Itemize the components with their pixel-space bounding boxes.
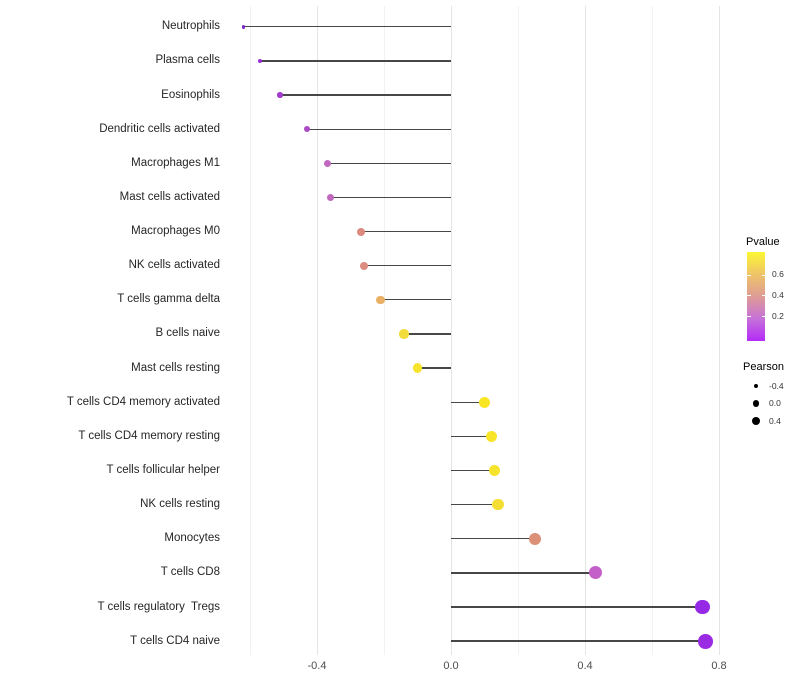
gridline-major <box>316 6 318 655</box>
lollipop-dot <box>241 25 246 29</box>
pearson-legend-dot <box>752 400 760 407</box>
pearson-legend-dot <box>753 383 759 389</box>
gridline-minor <box>249 6 251 655</box>
colorbar-tick <box>761 316 765 318</box>
x-tick-label: 0.8 <box>711 660 727 672</box>
lollipop-stem <box>243 26 451 28</box>
lollipop-dot <box>359 261 368 270</box>
y-axis-label: T cells CD4 memory resting <box>78 429 220 442</box>
y-axis-label: Neutrophils <box>161 20 220 33</box>
lollipop-stem <box>451 606 703 608</box>
lollipop-stem <box>417 367 451 369</box>
y-axis-label: NK cells resting <box>140 498 220 511</box>
pearson-legend-label: 0.0 <box>769 398 781 409</box>
lollipop-dot <box>277 92 283 98</box>
lollipop-stem <box>306 128 451 130</box>
colorbar-tick-label: 0.4 <box>772 289 784 300</box>
gridline-major <box>718 6 720 655</box>
y-axis-label: Eosinophils <box>161 88 220 101</box>
lollipop-dot <box>698 633 713 649</box>
pvalue-colorbar <box>747 252 765 341</box>
gridline-minor <box>651 6 653 655</box>
lollipop-stem <box>451 469 495 472</box>
lollipop-dot <box>326 193 334 202</box>
pvalue-legend-title: Pvalue <box>746 236 780 248</box>
lollipop-stem <box>451 401 485 403</box>
y-axis-label: T cells follicular helper <box>106 463 220 476</box>
gridline-major <box>450 6 452 655</box>
lollipop-stem <box>451 572 596 574</box>
pearson-legend-label: 0.4 <box>769 415 781 426</box>
gridline-minor <box>517 6 519 655</box>
colorbar-tick <box>747 274 751 276</box>
y-axis-label: Mast cells activated <box>119 190 220 203</box>
y-axis-label: Mast cells resting <box>131 361 220 374</box>
y-axis-label: T cells CD4 naive <box>130 634 220 647</box>
y-axis-label: NK cells activated <box>128 259 220 272</box>
colorbar-tick <box>747 316 751 318</box>
lollipop-dot <box>492 498 504 511</box>
lollipop-stem <box>330 196 451 199</box>
x-tick-label: 0.0 <box>443 660 459 672</box>
colorbar-tick-label: 0.6 <box>772 269 784 280</box>
lollipop-dot <box>694 599 710 615</box>
pearson-legend-label: -0.4 <box>769 380 784 391</box>
gridline-minor <box>383 6 385 655</box>
y-axis-label: Macrophages M0 <box>131 225 220 238</box>
lollipop-stem <box>380 299 451 301</box>
y-axis-label: Plasma cells <box>155 54 220 67</box>
colorbar-tick <box>761 274 765 276</box>
lollipop-dot <box>485 430 497 442</box>
lollipop-dot <box>588 566 602 580</box>
y-axis-label: Macrophages M1 <box>131 156 220 169</box>
lollipop-stem <box>451 538 535 540</box>
gridline-major <box>584 6 586 655</box>
lollipop-dot <box>257 58 263 64</box>
lollipop-dot <box>303 125 311 133</box>
colorbar-tick-label: 0.2 <box>772 310 784 321</box>
lollipop-stem <box>451 435 492 437</box>
pearson-legend-dot <box>752 417 760 426</box>
y-axis-label: B cells naive <box>155 327 220 340</box>
lollipop-stem <box>451 640 706 642</box>
pearson-legend-title: Pearson <box>743 361 784 373</box>
y-axis-label: Monocytes <box>164 532 220 545</box>
y-axis-label: Dendritic cells activated <box>99 122 220 135</box>
lollipop-stem <box>260 60 451 62</box>
lollipop-dot <box>356 227 365 236</box>
colorbar-tick <box>747 295 751 297</box>
lollipop-stem <box>404 333 451 335</box>
lollipop-dot <box>376 295 385 305</box>
lollipop-stem <box>451 503 498 506</box>
y-axis-label: T cells CD4 memory activated <box>66 395 220 408</box>
x-tick-label: -0.4 <box>307 660 327 672</box>
lollipop-stem <box>360 230 451 233</box>
lollipop-dot <box>488 464 501 477</box>
lollipop-dot <box>479 396 490 408</box>
x-tick-label: 0.4 <box>577 660 593 672</box>
lollipop-dot <box>412 363 423 373</box>
colorbar-tick <box>761 295 765 297</box>
lollipop-dot <box>528 532 541 545</box>
lollipop-dot <box>399 329 409 339</box>
y-axis-label: T cells regulatory Tregs <box>97 600 220 613</box>
lollipop-stem <box>363 265 451 267</box>
y-axis-label: T cells gamma delta <box>117 293 220 306</box>
lollipop-dot <box>323 159 331 167</box>
lollipop-stem <box>280 94 451 96</box>
y-axis-label: T cells CD8 <box>160 566 220 579</box>
lollipop-stem <box>327 162 451 164</box>
